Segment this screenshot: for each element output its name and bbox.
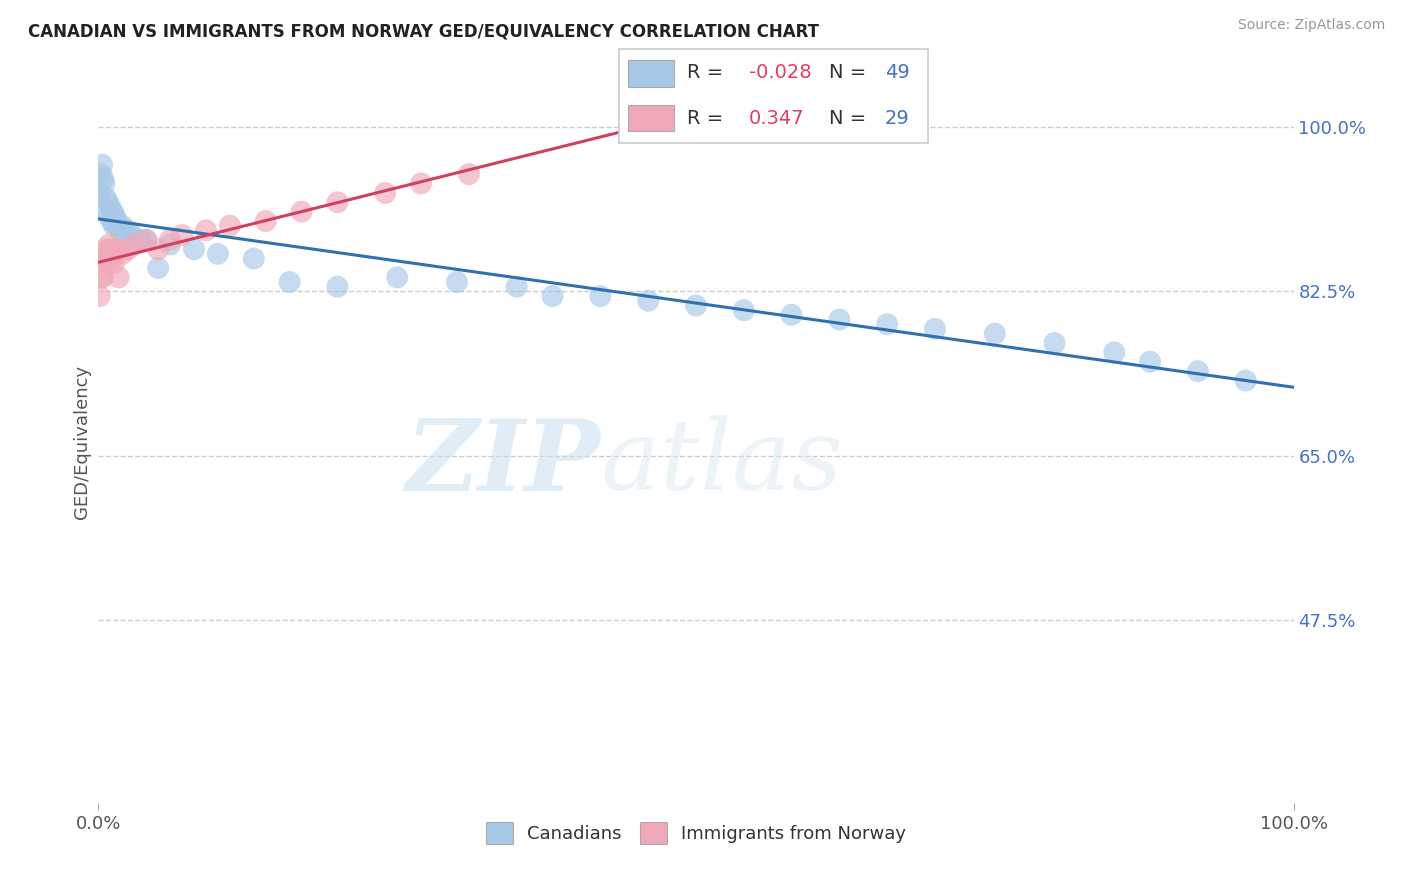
Text: 49: 49 <box>884 63 910 82</box>
Point <box>637 293 659 308</box>
Point <box>105 214 128 228</box>
Text: R =: R = <box>686 109 730 128</box>
Point <box>828 312 851 326</box>
Point <box>93 252 115 266</box>
Point <box>984 326 1007 341</box>
Point <box>733 303 755 318</box>
Point <box>1104 345 1126 359</box>
Point <box>98 237 121 252</box>
Text: N =: N = <box>830 109 873 128</box>
Point <box>124 233 146 247</box>
Point <box>103 256 125 270</box>
Point <box>195 223 218 237</box>
Point <box>121 228 143 243</box>
Point <box>458 167 481 181</box>
Point <box>685 298 707 312</box>
Point <box>91 270 114 285</box>
Point <box>207 247 229 261</box>
Point <box>326 195 349 210</box>
Text: ZIP: ZIP <box>405 415 600 511</box>
Point <box>98 200 122 214</box>
Text: N =: N = <box>830 63 873 82</box>
Point <box>159 233 181 247</box>
Point <box>135 233 157 247</box>
Point <box>107 270 129 285</box>
Point <box>589 289 612 303</box>
Point <box>105 242 128 256</box>
Point <box>148 260 170 275</box>
Point <box>541 289 564 303</box>
Point <box>114 228 136 243</box>
Point <box>446 275 468 289</box>
Point <box>278 275 301 289</box>
Point <box>183 242 205 256</box>
Point <box>89 289 111 303</box>
Point <box>96 204 118 219</box>
Point <box>243 252 266 266</box>
Text: CANADIAN VS IMMIGRANTS FROM NORWAY GED/EQUIVALENCY CORRELATION CHART: CANADIAN VS IMMIGRANTS FROM NORWAY GED/E… <box>28 22 820 40</box>
Point <box>96 256 118 270</box>
Point <box>111 219 134 233</box>
Point <box>411 177 433 191</box>
Point <box>97 195 120 210</box>
Point <box>103 219 125 233</box>
Point <box>117 242 139 256</box>
Legend: Canadians, Immigrants from Norway: Canadians, Immigrants from Norway <box>478 815 914 852</box>
Point <box>219 219 242 233</box>
Point <box>100 252 122 266</box>
Text: 0.347: 0.347 <box>748 109 804 128</box>
Point <box>107 219 129 233</box>
Y-axis label: GED/Equivalency: GED/Equivalency <box>73 365 91 518</box>
Point <box>326 279 349 293</box>
Point <box>94 190 117 204</box>
Point <box>172 228 194 243</box>
Text: 29: 29 <box>884 109 910 128</box>
Point <box>117 223 139 237</box>
Point <box>1043 336 1066 351</box>
Point <box>1139 355 1161 369</box>
Point <box>100 214 122 228</box>
Point <box>111 247 134 261</box>
Text: Source: ZipAtlas.com: Source: ZipAtlas.com <box>1237 18 1385 32</box>
Point <box>91 158 114 172</box>
Point <box>108 223 131 237</box>
Text: atlas: atlas <box>600 416 844 511</box>
Point <box>90 167 112 181</box>
Point <box>135 233 157 247</box>
Point <box>104 210 127 224</box>
Point <box>1187 364 1209 378</box>
Bar <box>628 105 675 131</box>
Text: -0.028: -0.028 <box>748 63 811 82</box>
Point <box>129 233 152 247</box>
Point <box>254 214 277 228</box>
Point <box>98 242 122 256</box>
Point <box>148 242 170 256</box>
Point <box>94 242 117 256</box>
Point <box>124 237 146 252</box>
Point <box>385 270 409 285</box>
Point <box>101 204 124 219</box>
Point <box>876 318 898 332</box>
Point <box>90 270 112 285</box>
Text: R =: R = <box>686 63 730 82</box>
Point <box>924 322 946 336</box>
Bar <box>628 61 675 87</box>
Point <box>91 252 114 266</box>
Point <box>93 177 115 191</box>
Point <box>1234 374 1257 388</box>
Point <box>374 186 396 200</box>
Point <box>291 204 314 219</box>
Point <box>780 308 803 322</box>
Point <box>98 210 121 224</box>
Point <box>159 237 181 252</box>
Point <box>97 247 120 261</box>
Point <box>506 279 529 293</box>
Point <box>91 171 114 186</box>
Point <box>89 186 111 200</box>
